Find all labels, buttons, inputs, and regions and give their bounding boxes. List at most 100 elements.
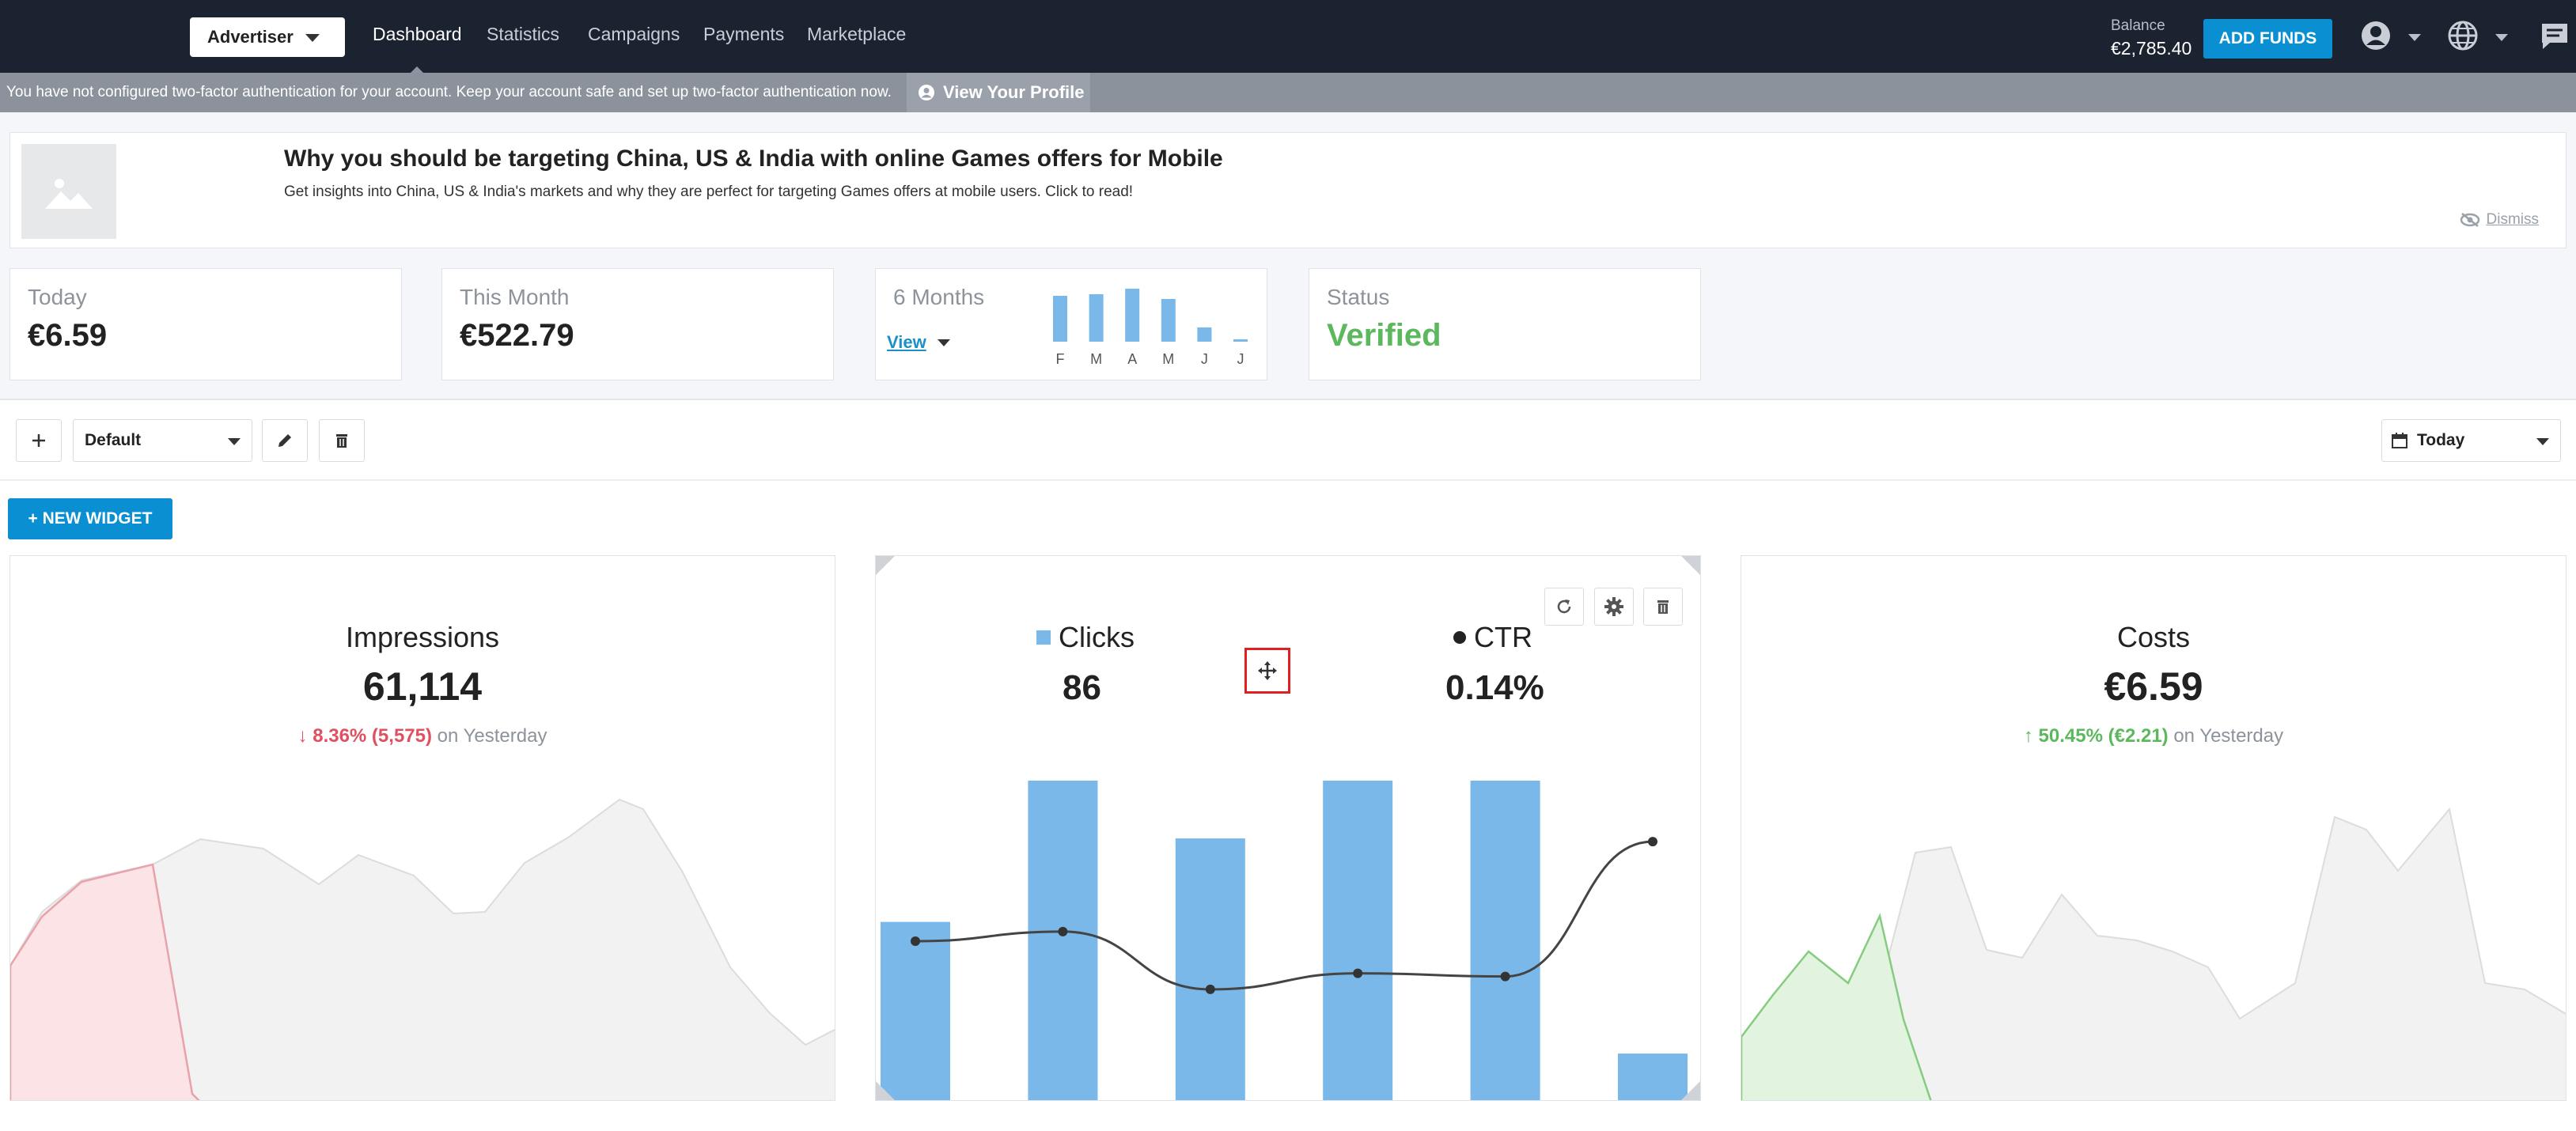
refresh-widget-button[interactable] — [1544, 588, 1584, 626]
delete-dashboard-button[interactable] — [319, 419, 365, 462]
six-months-view-label: View — [887, 332, 926, 352]
role-select-label: Advertiser — [207, 27, 294, 47]
pencil-icon — [278, 434, 291, 447]
six-months-tick-label: F — [1056, 351, 1065, 367]
ctr-label: CTR — [1474, 621, 1532, 653]
six-months-view-link[interactable]: View — [887, 332, 950, 353]
six-months-tick-label: J — [1237, 351, 1244, 367]
ctr-line — [915, 840, 1654, 991]
image-icon — [45, 179, 93, 209]
calendar-icon — [2392, 433, 2407, 448]
clicks-bar — [1028, 781, 1098, 1100]
impressions-yesterday-area — [10, 863, 200, 1100]
ctr-point — [1058, 926, 1068, 936]
add-funds-button[interactable]: ADD FUNDS — [2203, 19, 2332, 59]
toolbar-divider — [0, 479, 2576, 481]
clicks-bar — [1175, 838, 1245, 1100]
impressions-area-chart — [10, 798, 835, 1100]
widget-impressions[interactable]: Impressions 61,114 ↓ 8.36% (5,575) on Ye… — [9, 555, 835, 1101]
clicks-ctr-chart — [881, 781, 1688, 1100]
chevron-down-icon — [2536, 438, 2549, 445]
six-months-bar — [1053, 296, 1067, 342]
six-months-bar — [1089, 294, 1104, 342]
clicks-label: Clicks — [1059, 621, 1135, 653]
section-divider — [0, 399, 2576, 400]
chat-icon[interactable] — [2538, 19, 2571, 52]
view-profile-label: View Your Profile — [943, 82, 1085, 102]
globe-icon[interactable] — [2446, 19, 2479, 52]
six-months-tick-label: M — [1090, 351, 1102, 367]
nav-campaigns[interactable]: Campaigns — [588, 24, 680, 44]
nav-dashboard[interactable]: Dashboard — [373, 24, 462, 74]
widget-drag-handle[interactable] — [1244, 648, 1290, 694]
resize-corner-top-right[interactable] — [1681, 556, 1700, 575]
stat-card-six-months: 6 Months View F M A M J J — [875, 268, 1267, 380]
chevron-down-icon — [305, 34, 320, 42]
role-select[interactable]: Advertiser — [190, 17, 345, 57]
delete-widget-button[interactable] — [1643, 588, 1683, 626]
ctr-point — [911, 936, 920, 946]
impressions-change: ↓ 8.36% (5,575) on Yesterday — [10, 725, 835, 747]
clicks-bar — [1618, 1053, 1688, 1100]
stat-card-status: Status Verified — [1309, 268, 1701, 380]
ctr-value: 0.14% — [1445, 668, 1544, 707]
ctr-point — [1648, 837, 1657, 847]
six-months-bar — [1125, 289, 1140, 342]
widget-costs[interactable]: Costs €6.59 ↑ 50.45% (€2.21) on Yesterda… — [1741, 555, 2567, 1101]
trash-icon — [1657, 600, 1669, 614]
trash-icon — [336, 434, 347, 448]
nav-payments[interactable]: Payments — [703, 24, 785, 44]
promo-banner[interactable]: Why you should be targeting China, US & … — [9, 132, 2567, 248]
ctr-point — [1353, 968, 1363, 978]
ctr-legend: CTR — [1453, 621, 1532, 654]
costs-change: ↑ 50.45% (€2.21) on Yesterday — [1741, 725, 2566, 747]
impressions-change-suffix: on Yesterday — [437, 725, 547, 747]
chevron-down-icon[interactable] — [2495, 34, 2508, 41]
dismiss-link[interactable]: Dismiss — [2460, 211, 2540, 229]
impressions-value: 61,114 — [362, 664, 483, 709]
stat-card-month: This Month €522.79 — [441, 268, 834, 380]
six-months-tick-label: M — [1162, 351, 1174, 367]
date-range-label: Today — [2417, 431, 2465, 449]
costs-yesterday-area — [1741, 913, 1932, 1100]
plus-icon — [32, 434, 45, 447]
stat-card-today: Today €6.59 — [9, 268, 402, 380]
dashboard-select[interactable]: Default — [73, 419, 252, 462]
gear-icon — [1604, 597, 1623, 616]
edit-dashboard-button[interactable] — [262, 419, 308, 462]
resize-corner-top-left[interactable] — [876, 556, 895, 575]
nav-statistics[interactable]: Statistics — [487, 24, 560, 44]
view-profile-link[interactable]: View Your Profile — [907, 73, 1090, 112]
date-range-select[interactable]: Today — [2381, 419, 2561, 462]
user-icon[interactable] — [2359, 19, 2392, 52]
widget-settings-button[interactable] — [1594, 588, 1634, 626]
six-months-tick-label: J — [1201, 351, 1208, 367]
refresh-icon — [1557, 600, 1571, 614]
costs-area-chart — [1741, 807, 2566, 1100]
costs-change-suffix: on Yesterday — [2173, 725, 2284, 747]
widget-clicks-ctr[interactable]: Clicks 86 CTR 0.14% — [875, 555, 1701, 1101]
stat-value-month: €522.79 — [460, 318, 574, 353]
promo-title[interactable]: Why you should be targeting China, US & … — [284, 146, 1223, 172]
two-factor-banner: You have not configured two-factor authe… — [0, 73, 2576, 112]
chevron-down-icon[interactable] — [2408, 34, 2421, 41]
top-navigation: Advertiser Dashboard Statistics Campaign… — [0, 0, 2576, 74]
two-factor-message: You have not configured two-factor authe… — [6, 84, 892, 100]
balance-value: €2,785.40 — [2111, 38, 2192, 59]
nav-marketplace[interactable]: Marketplace — [807, 24, 907, 44]
new-widget-button[interactable]: + NEW WIDGET — [8, 498, 172, 539]
costs-today-area — [1741, 807, 2566, 1100]
six-months-bar — [1161, 299, 1176, 342]
add-dashboard-button[interactable] — [16, 419, 62, 462]
resize-corner-bottom-right[interactable] — [1681, 1081, 1700, 1100]
chevron-down-icon — [228, 438, 241, 445]
clicks-legend-swatch — [1036, 630, 1051, 645]
costs-change-value: ↑ 50.45% (€2.21) — [2023, 725, 2169, 747]
status-verified: Verified — [1327, 318, 1441, 353]
balance-label: Balance — [2111, 17, 2165, 34]
dismiss-label: Dismiss — [2486, 211, 2540, 228]
clicks-bar — [881, 921, 950, 1100]
move-icon — [1258, 661, 1277, 680]
stat-label-six-months: 6 Months — [893, 285, 985, 309]
resize-corner-bottom-left[interactable] — [876, 1081, 895, 1100]
